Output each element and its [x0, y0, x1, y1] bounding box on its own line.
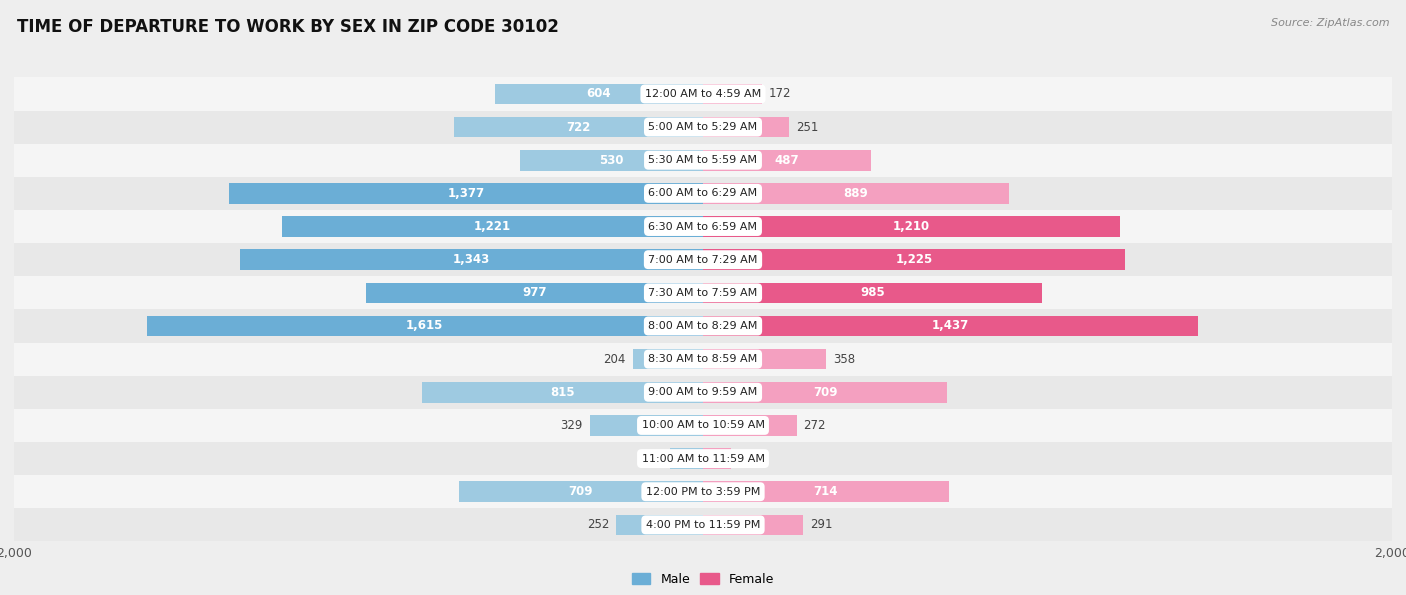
Text: 604: 604 [586, 87, 612, 101]
Bar [703, 415, 797, 436]
Bar [14, 442, 1392, 475]
Text: 6:30 AM to 6:59 AM: 6:30 AM to 6:59 AM [648, 221, 758, 231]
Bar [633, 349, 703, 369]
Bar [229, 183, 703, 203]
Text: 291: 291 [810, 518, 832, 531]
Bar [146, 316, 703, 336]
Text: 11:00 AM to 11:59 AM: 11:00 AM to 11:59 AM [641, 453, 765, 464]
Bar [703, 84, 762, 104]
Text: 1,437: 1,437 [932, 320, 969, 333]
Bar [14, 77, 1392, 111]
Text: 985: 985 [860, 286, 884, 299]
Legend: Male, Female: Male, Female [627, 568, 779, 591]
Bar [283, 216, 703, 237]
Text: 12:00 PM to 3:59 PM: 12:00 PM to 3:59 PM [645, 487, 761, 497]
Bar [589, 415, 703, 436]
Text: 5:00 AM to 5:29 AM: 5:00 AM to 5:29 AM [648, 122, 758, 132]
Bar [14, 210, 1392, 243]
Text: 530: 530 [599, 154, 624, 167]
Bar [422, 382, 703, 403]
Bar [703, 150, 870, 171]
Text: 8:00 AM to 8:29 AM: 8:00 AM to 8:29 AM [648, 321, 758, 331]
Text: 251: 251 [796, 121, 818, 133]
Bar [703, 216, 1119, 237]
Text: 329: 329 [561, 419, 582, 432]
Bar [703, 382, 948, 403]
Bar [671, 448, 703, 469]
Bar [14, 143, 1392, 177]
Bar [14, 243, 1392, 276]
Text: 889: 889 [844, 187, 869, 200]
Bar [14, 475, 1392, 508]
Bar [495, 84, 703, 104]
Text: 815: 815 [550, 386, 575, 399]
Text: 8:30 AM to 8:59 AM: 8:30 AM to 8:59 AM [648, 354, 758, 364]
Bar [14, 177, 1392, 210]
Bar [616, 515, 703, 535]
Text: 9:00 AM to 9:59 AM: 9:00 AM to 9:59 AM [648, 387, 758, 397]
Bar [703, 448, 731, 469]
Text: 977: 977 [523, 286, 547, 299]
Text: 1,377: 1,377 [447, 187, 485, 200]
Bar [703, 183, 1010, 203]
Text: 1,221: 1,221 [474, 220, 512, 233]
Bar [14, 375, 1392, 409]
Bar [14, 343, 1392, 375]
Bar [14, 508, 1392, 541]
Text: 1,225: 1,225 [896, 253, 932, 266]
Text: 709: 709 [813, 386, 838, 399]
Text: TIME OF DEPARTURE TO WORK BY SEX IN ZIP CODE 30102: TIME OF DEPARTURE TO WORK BY SEX IN ZIP … [17, 18, 558, 36]
Text: 6:00 AM to 6:29 AM: 6:00 AM to 6:29 AM [648, 189, 758, 198]
Text: 487: 487 [775, 154, 799, 167]
Bar [14, 276, 1392, 309]
Text: 7:30 AM to 7:59 AM: 7:30 AM to 7:59 AM [648, 288, 758, 298]
Text: 4:00 PM to 11:59 PM: 4:00 PM to 11:59 PM [645, 520, 761, 530]
Text: 80: 80 [738, 452, 752, 465]
Bar [367, 283, 703, 303]
Text: 1,210: 1,210 [893, 220, 929, 233]
Text: 358: 358 [834, 353, 855, 365]
Bar [703, 349, 827, 369]
Bar [703, 515, 803, 535]
Text: 722: 722 [567, 121, 591, 133]
Text: 5:30 AM to 5:59 AM: 5:30 AM to 5:59 AM [648, 155, 758, 165]
Text: 252: 252 [586, 518, 609, 531]
Bar [458, 481, 703, 502]
Bar [14, 111, 1392, 143]
Bar [240, 249, 703, 270]
Bar [520, 150, 703, 171]
Text: 272: 272 [804, 419, 827, 432]
Bar [703, 117, 789, 137]
Bar [14, 409, 1392, 442]
Bar [703, 316, 1198, 336]
Text: 1,343: 1,343 [453, 253, 491, 266]
Text: 709: 709 [568, 486, 593, 498]
Bar [703, 283, 1042, 303]
Text: 7:00 AM to 7:29 AM: 7:00 AM to 7:29 AM [648, 255, 758, 265]
Text: 172: 172 [769, 87, 792, 101]
Text: Source: ZipAtlas.com: Source: ZipAtlas.com [1271, 18, 1389, 28]
Text: 204: 204 [603, 353, 626, 365]
Text: 12:00 AM to 4:59 AM: 12:00 AM to 4:59 AM [645, 89, 761, 99]
Bar [14, 309, 1392, 343]
Text: 1,615: 1,615 [406, 320, 443, 333]
Bar [703, 481, 949, 502]
Bar [454, 117, 703, 137]
Text: 95: 95 [648, 452, 664, 465]
Text: 10:00 AM to 10:59 AM: 10:00 AM to 10:59 AM [641, 421, 765, 430]
Bar [703, 249, 1125, 270]
Text: 714: 714 [814, 486, 838, 498]
